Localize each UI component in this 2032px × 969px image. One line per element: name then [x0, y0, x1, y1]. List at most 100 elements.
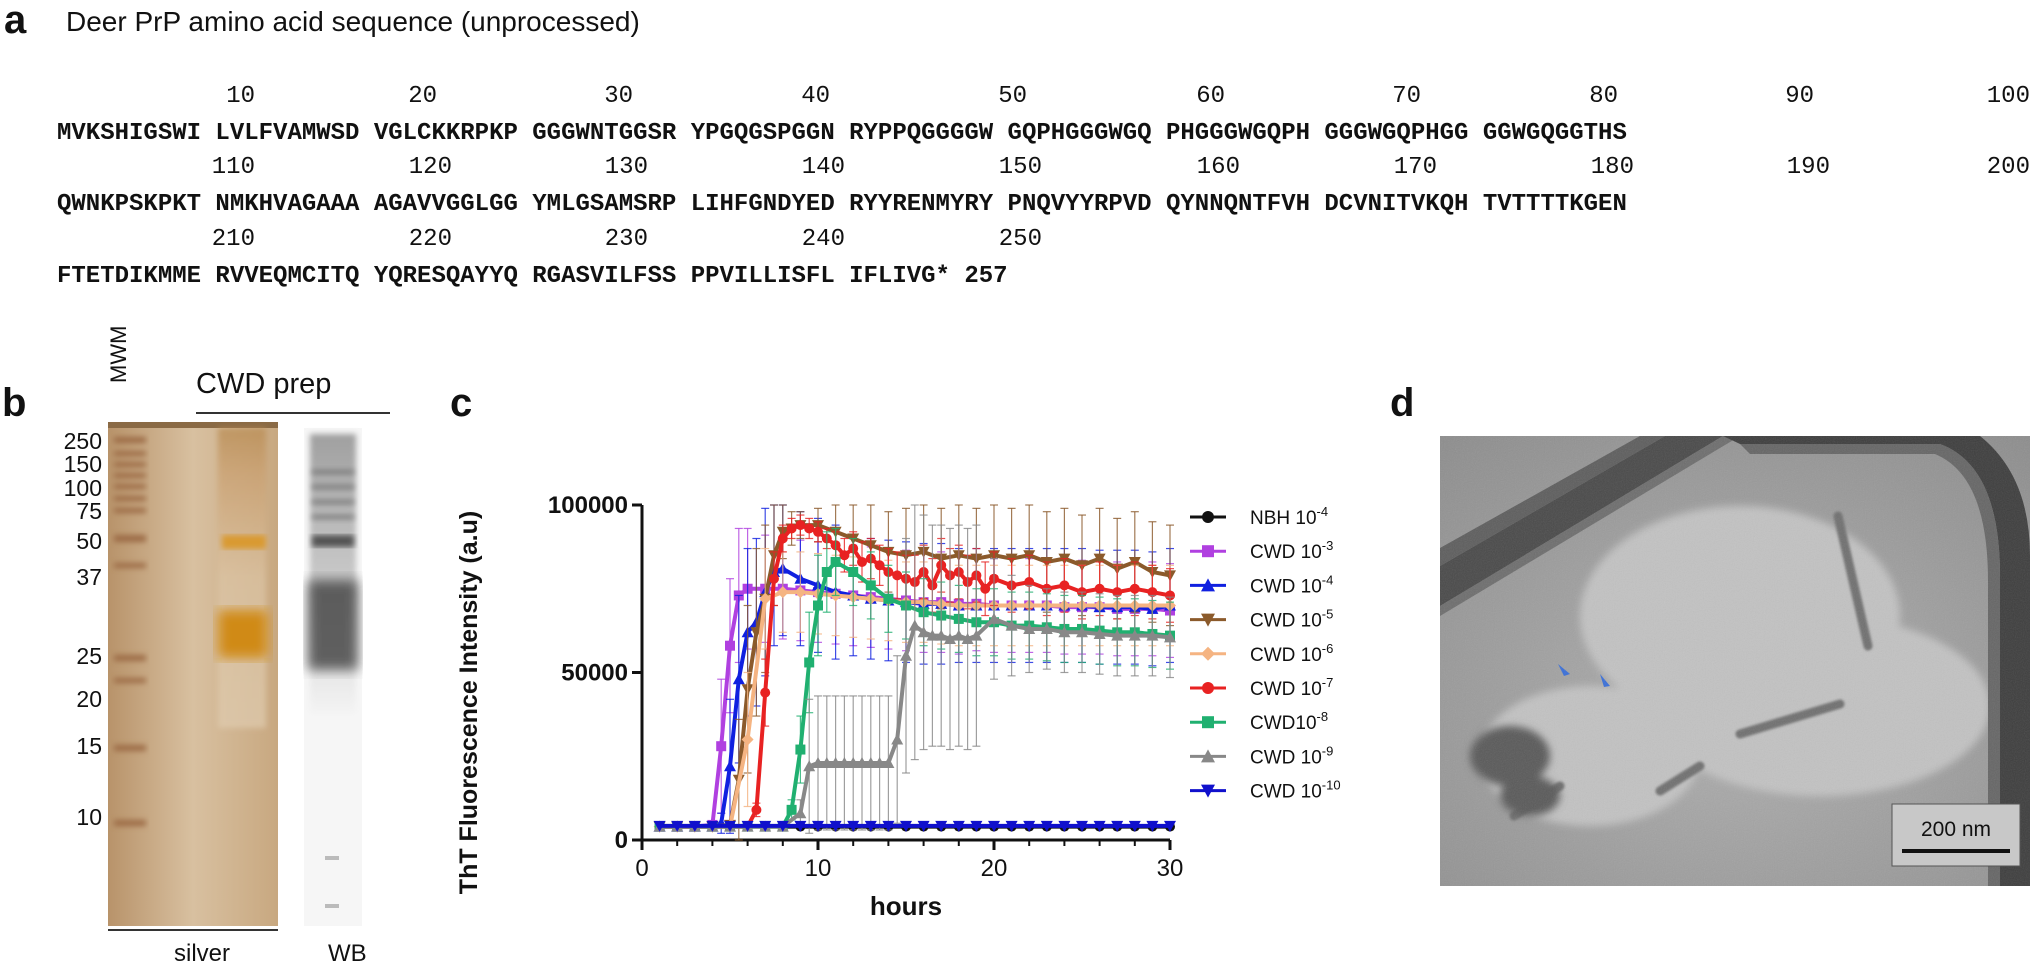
mw-marker-label: 25: [76, 643, 102, 669]
data-point: [794, 820, 807, 832]
data-point: [1111, 820, 1124, 832]
data-point: [1059, 580, 1070, 591]
legend-label: CWD10-8: [1250, 709, 1328, 734]
data-point: [741, 820, 754, 832]
data-point: [891, 733, 904, 745]
data-point: [952, 820, 965, 832]
seq-position-number: 190: [1786, 154, 1830, 181]
data-point: [830, 556, 841, 567]
data-point: [839, 550, 850, 561]
data-point: [1023, 622, 1036, 634]
mw-marker-label: 37: [76, 564, 102, 590]
data-point: [769, 573, 779, 584]
data-point: [724, 760, 736, 772]
seq-position-number: 90: [1785, 83, 1814, 110]
sequence-row-2: QWNKPSKPKT NMKHVAGAAA AGAVVGGLGG YMLGSAM…: [57, 191, 1627, 218]
data-point: [1040, 820, 1053, 832]
seq-position-number: 130: [604, 154, 648, 181]
data-point: [883, 593, 894, 604]
data-point: [1164, 631, 1176, 643]
panel-c-label: c: [450, 381, 473, 425]
legend-marker: [1201, 578, 1215, 592]
seq-position-number: 70: [1392, 83, 1421, 110]
mwm-label: MWM: [106, 325, 131, 383]
cwd-prep-label: CWD prep: [196, 368, 332, 400]
data-point: [1165, 590, 1175, 601]
data-point: [1111, 629, 1124, 641]
x-tick-label: 0: [635, 855, 648, 882]
seq-position-number: 100: [1986, 83, 2030, 110]
data-point: [812, 820, 824, 832]
data-point: [1094, 583, 1105, 594]
data-point: [1112, 587, 1123, 598]
data-point: [813, 526, 823, 537]
data-point: [1076, 820, 1088, 832]
data-point: [970, 629, 983, 641]
seq-position-number: 20: [408, 83, 437, 110]
silver-band-main: [218, 610, 268, 658]
panel-a-title: Deer PrP amino acid sequence (unprocesse…: [66, 6, 640, 37]
data-point: [794, 586, 807, 599]
data-point: [1128, 820, 1141, 832]
seq-position-number: 160: [1196, 154, 1240, 181]
data-point: [952, 629, 965, 641]
seq-position-number: 110: [211, 154, 255, 181]
data-point: [751, 804, 762, 815]
data-point: [874, 560, 885, 571]
data-point: [970, 820, 983, 832]
data-point: [724, 820, 736, 832]
data-point: [857, 556, 867, 567]
data-point: [864, 756, 877, 768]
data-point: [882, 820, 895, 832]
data-point: [864, 820, 877, 832]
data-point: [812, 756, 824, 768]
data-point: [1005, 820, 1018, 832]
mw-marker-label: 75: [76, 498, 102, 524]
tht-chart: 0 10 20 30 0 50000 100000 hours ThT Fluorescence…: [455, 492, 1341, 921]
data-point: [829, 820, 842, 832]
seq-position-number: 150: [998, 154, 1042, 181]
data-point: [935, 820, 948, 832]
seq-position-number: 180: [1590, 154, 1634, 181]
legend-marker: [1201, 749, 1215, 763]
data-point: [1005, 619, 1018, 631]
y-axis-label: ThT Fluorescence Intensity (a.u): [455, 511, 483, 894]
data-point: [900, 820, 912, 832]
data-point: [688, 820, 701, 832]
legend-label: CWD 10-9: [1250, 743, 1333, 768]
data-point: [944, 633, 956, 644]
legend-label: CWD 10-6: [1250, 641, 1333, 666]
legend-label: CWD 10-3: [1250, 538, 1333, 563]
data-point: [1093, 627, 1106, 639]
seq-position-number: 50: [998, 83, 1027, 110]
data-point: [1129, 583, 1140, 594]
legend-marker: [1201, 613, 1215, 627]
legend-marker: [1202, 511, 1214, 523]
panel-d-label: d: [1390, 381, 1415, 425]
seq-position-number: 40: [801, 83, 830, 110]
mw-marker-label: 20: [76, 686, 102, 712]
data-point: [908, 619, 921, 631]
data-point: [1146, 629, 1159, 641]
legend-label: CWD 10-10: [1250, 778, 1341, 803]
wb-label: WB: [328, 940, 367, 967]
data-point: [759, 820, 772, 832]
data-point: [716, 741, 727, 752]
data-point: [725, 640, 735, 651]
x-tick-label: 20: [981, 855, 1008, 882]
data-point: [786, 523, 797, 534]
data-point: [760, 687, 771, 698]
legend-marker: [1201, 646, 1215, 661]
data-point: [776, 586, 789, 599]
mw-marker-label: 15: [76, 733, 102, 759]
x-tick-label: 10: [805, 855, 832, 882]
seq-position-number: 120: [408, 154, 452, 181]
data-point: [1128, 629, 1141, 641]
data-point: [741, 733, 754, 746]
mw-marker-label: 150: [63, 451, 102, 477]
data-point: [847, 820, 860, 832]
wb-band-main: [308, 580, 358, 670]
y-tick-label: 0: [615, 827, 628, 854]
panel-b-label: b: [2, 381, 27, 425]
mw-marker-label: 250: [63, 428, 102, 454]
